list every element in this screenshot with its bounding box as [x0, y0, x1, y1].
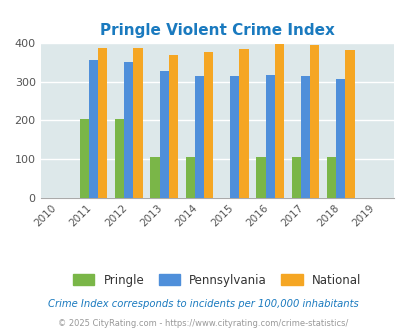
Bar	[326, 156, 335, 198]
Bar	[80, 119, 89, 198]
Bar	[335, 79, 345, 198]
Bar	[256, 157, 265, 198]
Text: © 2025 CityRating.com - https://www.cityrating.com/crime-statistics/: © 2025 CityRating.com - https://www.city…	[58, 319, 347, 328]
Bar	[98, 48, 107, 198]
Bar	[309, 45, 318, 198]
Bar	[265, 75, 274, 198]
Text: Crime Index corresponds to incidents per 100,000 inhabitants: Crime Index corresponds to incidents per…	[47, 299, 358, 309]
Bar	[115, 119, 124, 198]
Bar	[150, 157, 159, 198]
Bar	[89, 60, 98, 198]
Bar	[239, 49, 248, 198]
Bar	[291, 156, 300, 198]
Bar	[185, 157, 194, 198]
Bar	[274, 44, 283, 198]
Bar	[133, 48, 142, 198]
Bar	[300, 76, 309, 198]
Bar	[168, 55, 177, 198]
Bar	[230, 76, 239, 198]
Bar	[159, 71, 168, 198]
Legend: Pringle, Pennsylvania, National: Pringle, Pennsylvania, National	[68, 269, 365, 291]
Bar	[194, 76, 204, 198]
Bar	[204, 52, 213, 198]
Bar	[124, 62, 133, 198]
Title: Pringle Violent Crime Index: Pringle Violent Crime Index	[100, 22, 334, 38]
Bar	[345, 50, 354, 198]
